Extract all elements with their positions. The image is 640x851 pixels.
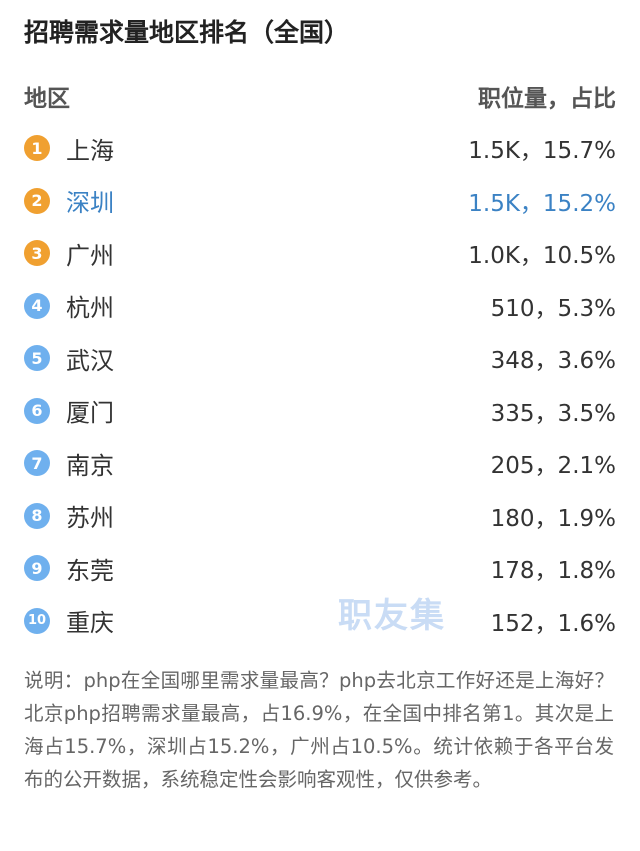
row-label-group: 1 上海	[24, 131, 114, 166]
watermark-logo: 职友集	[338, 596, 446, 636]
description-note: 说明：php在全国哪里需求量最高？php去北京工作好还是上海好？北京php招聘需…	[24, 669, 614, 791]
region-name: 广州	[66, 241, 114, 270]
header-value-label: 职位量，占比	[478, 86, 616, 112]
region-name: 武汉	[66, 346, 114, 375]
region-name: 苏州	[66, 504, 114, 533]
row-label-group: 8 苏州	[24, 498, 114, 533]
rank-badge: 3	[24, 240, 50, 267]
rank-badge: 1	[24, 135, 50, 162]
row-label-group: 2 深圳	[24, 183, 114, 218]
rank-badge: 9	[24, 555, 50, 582]
row-label-group: 4 杭州	[24, 288, 114, 323]
table-row[interactable]: 4 杭州 510，5.3%	[24, 280, 616, 333]
job-count-share: 180，1.9%	[490, 505, 616, 532]
row-label-group: 5 武汉	[24, 341, 114, 376]
table-header: 地区 职位量，占比	[24, 78, 616, 114]
row-label-group: 10 重庆	[24, 603, 114, 638]
region-name: 杭州	[66, 294, 114, 323]
rank-badge: 6	[24, 397, 50, 424]
row-label-group: 7 南京	[24, 446, 114, 481]
ranking-table: 1 上海 1.5K，15.7% 2 深圳 1.5K，15.2% 3 广州 1.0K，10.5% 4…	[24, 122, 616, 647]
job-count-share: 510，5.3%	[490, 295, 616, 322]
rank-badge: 7	[24, 450, 50, 477]
rank-badge: 4	[24, 292, 50, 319]
job-count-share: 1.5K，15.2%	[468, 190, 616, 217]
job-count-share: 205，2.1%	[490, 453, 616, 480]
region-name: 南京	[66, 451, 114, 480]
job-count-share: 152，1.6%	[490, 610, 616, 637]
job-count-share: 335，3.5%	[490, 400, 616, 427]
row-label-group: 3 广州	[24, 236, 114, 271]
table-row[interactable]: 1 上海 1.5K，15.7%	[24, 122, 616, 175]
region-name: 上海	[66, 136, 114, 165]
table-row[interactable]: 3 广州 1.0K，10.5%	[24, 227, 616, 280]
region-name: 东莞	[66, 556, 114, 585]
region-name: 厦门	[66, 399, 114, 428]
table-row[interactable]: 8 苏州 180，1.9%	[24, 490, 616, 543]
job-count-share: 348，3.6%	[490, 348, 616, 375]
job-count-share: 178，1.8%	[490, 558, 616, 585]
header-region-label: 地区	[24, 86, 70, 112]
table-row[interactable]: 10 重庆 152，1.6%	[24, 595, 616, 648]
row-label-group: 9 东莞	[24, 551, 114, 586]
table-row[interactable]: 6 厦门 335，3.5%	[24, 385, 616, 438]
table-row[interactable]: 7 南京 205，2.1%	[24, 437, 616, 490]
rank-badge: 5	[24, 345, 50, 372]
table-row[interactable]: 5 武汉 348，3.6%	[24, 332, 616, 385]
page-title: 招聘需求量地区排名（全国）	[24, 18, 350, 47]
rank-badge: 2	[24, 187, 50, 214]
rank-badge: 8	[24, 502, 50, 529]
region-name: 重庆	[66, 609, 114, 638]
table-row[interactable]: 9 东莞 178，1.8%	[24, 542, 616, 595]
region-name: 深圳	[66, 189, 114, 218]
job-count-share: 1.0K，10.5%	[468, 243, 616, 270]
table-row[interactable]: 2 深圳 1.5K，15.2%	[24, 175, 616, 228]
job-count-share: 1.5K，15.7%	[468, 138, 616, 165]
rank-badge: 10	[24, 607, 50, 634]
row-label-group: 6 厦门	[24, 393, 114, 428]
